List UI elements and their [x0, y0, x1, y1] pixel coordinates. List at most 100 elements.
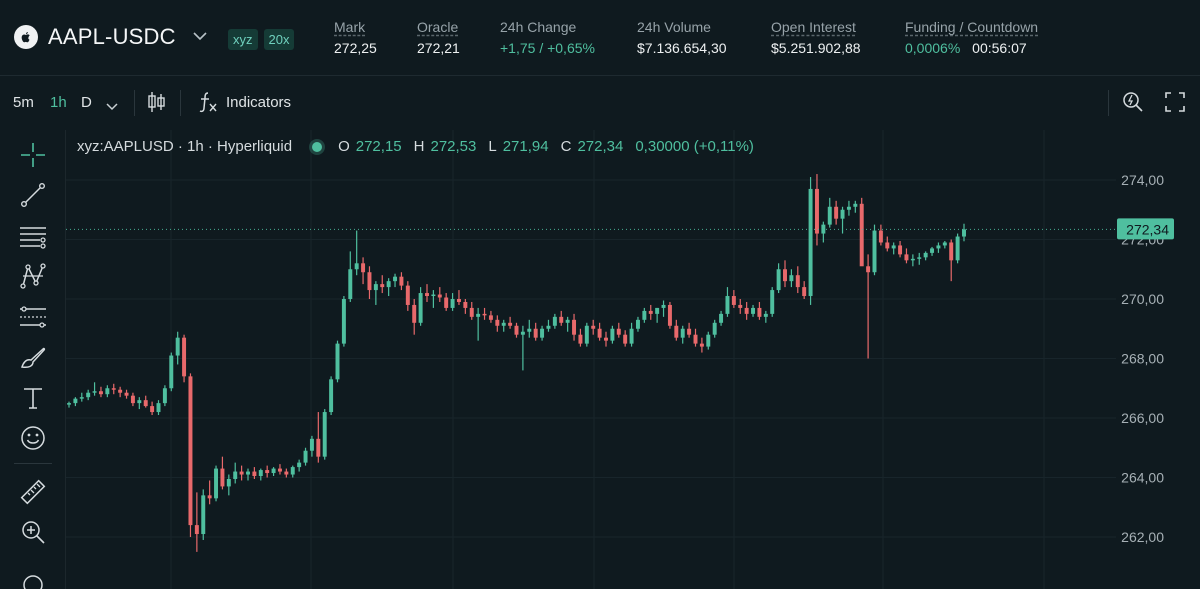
candle-body: [201, 495, 206, 535]
y-axis-tick-label: 268,00: [1121, 351, 1164, 367]
candle-body: [776, 269, 781, 291]
crosshair-icon[interactable]: [18, 140, 48, 170]
oracle-label: Oracle: [417, 19, 459, 35]
candle-body: [962, 229, 966, 237]
quick-search-icon[interactable]: [1121, 90, 1145, 119]
candle-body: [616, 328, 621, 335]
timeframe-5m[interactable]: 5m: [13, 94, 34, 111]
measure-lines-icon[interactable]: [18, 302, 48, 332]
brush-icon[interactable]: [18, 342, 48, 372]
fullscreen-icon[interactable]: [1165, 92, 1185, 117]
candle-body: [290, 467, 295, 475]
candle-body: [578, 334, 583, 344]
y-axis-tick-label: 262,00: [1121, 529, 1164, 545]
funding-stat: Funding / Countdown 0,0006% 00:56:07: [905, 19, 1038, 56]
candle-body: [840, 209, 845, 219]
candle-body: [220, 468, 225, 487]
candle-body: [827, 206, 832, 225]
ruler-icon[interactable]: [18, 477, 48, 507]
candle-body: [604, 337, 608, 341]
chevron-down-icon[interactable]: [192, 28, 208, 46]
candle-body: [635, 319, 640, 329]
candle-body: [533, 328, 538, 338]
pattern-icon[interactable]: [18, 261, 48, 291]
candle-body: [949, 242, 954, 261]
candle-body: [277, 468, 282, 472]
candle-body: [348, 269, 353, 299]
candle-body: [105, 388, 110, 395]
candle-body: [814, 188, 819, 234]
candle-body: [725, 296, 730, 314]
candle-body: [674, 325, 679, 338]
candle-body: [572, 319, 577, 335]
candle-body: [86, 392, 91, 398]
tools-divider: [14, 463, 52, 464]
trendline-icon[interactable]: [18, 180, 48, 210]
toolbar-divider: [134, 90, 135, 116]
candle-style-icon[interactable]: [146, 91, 166, 118]
candle-body: [265, 470, 270, 474]
legend-close: 272,34: [577, 138, 624, 155]
candle-body: [162, 388, 167, 404]
open-interest-stat: Open Interest $5.251.902,88: [771, 19, 861, 56]
mark-value: 272,25: [334, 40, 377, 56]
candle-body: [182, 337, 187, 377]
candle-body: [623, 334, 628, 344]
candle-body: [693, 334, 698, 344]
candle-body: [425, 293, 429, 297]
candle-body: [354, 263, 359, 270]
candle-body: [936, 245, 941, 249]
timeframe-1h[interactable]: 1h: [50, 94, 67, 111]
candle-body: [373, 284, 378, 291]
candle-body: [335, 343, 340, 380]
magnet-icon[interactable]: [18, 570, 48, 589]
oracle-value: 272,21: [417, 40, 460, 56]
candle-body: [297, 462, 302, 468]
symbol-name[interactable]: AAPL-USDC: [48, 24, 176, 49]
candle-body: [469, 307, 474, 317]
toolbar-divider: [180, 90, 181, 116]
text-icon[interactable]: [18, 383, 48, 413]
candle-body: [866, 266, 871, 273]
change-stat: 24h Change +1,75 / +0,65%: [500, 19, 595, 56]
candle-body: [367, 272, 372, 291]
candle-body: [629, 328, 634, 344]
timeframe-dropdown-icon[interactable]: [106, 98, 118, 116]
leverage-badge[interactable]: 20x: [263, 29, 295, 50]
candle-body: [687, 328, 692, 335]
indicators-button[interactable]: Indicators: [226, 94, 292, 111]
candle-body: [661, 304, 666, 308]
mark-label: Mark: [334, 19, 366, 35]
candle-body: [175, 337, 180, 356]
candle-body: [770, 290, 775, 314]
funding-rate: 0,0006%: [905, 40, 961, 56]
price-chart[interactable]: 274,00 272,00 270,00 268,00 266,00 264,00 262,…: [66, 130, 1200, 589]
candlestick-chart[interactable]: 274,00272,00270,00268,00266,00264,00262,…: [66, 130, 1200, 589]
legend-high-label: H: [413, 138, 425, 155]
candle-body: [520, 331, 525, 335]
symbol-selector[interactable]: AAPL-USDC: [14, 24, 208, 50]
emoji-icon[interactable]: [18, 423, 48, 453]
candle-body: [783, 269, 787, 282]
last-price-label: 272,34: [1126, 221, 1169, 237]
open-interest-label: Open Interest: [771, 19, 856, 35]
candle-body: [111, 388, 116, 390]
zoom-in-icon[interactable]: [18, 517, 48, 547]
candle-body: [738, 304, 743, 308]
indicators-fx-icon[interactable]: [198, 90, 220, 119]
legend-title: xyz:AAPLUSD · 1h · Hyperliquid: [77, 138, 293, 155]
candle-body: [597, 328, 602, 338]
candle-body: [137, 400, 142, 404]
candle-body: [214, 468, 219, 499]
candle-body: [463, 301, 468, 308]
dex-badge: xyz: [228, 29, 258, 50]
candle-body: [930, 248, 935, 253]
candle-body: [207, 495, 212, 499]
candle-body: [891, 245, 896, 249]
candle-body: [233, 471, 238, 479]
candle-body: [341, 299, 346, 344]
fib-lines-icon[interactable]: [18, 221, 48, 251]
timeframe-d[interactable]: D: [81, 94, 92, 111]
candle-body: [648, 310, 653, 314]
candle-body: [380, 284, 385, 288]
